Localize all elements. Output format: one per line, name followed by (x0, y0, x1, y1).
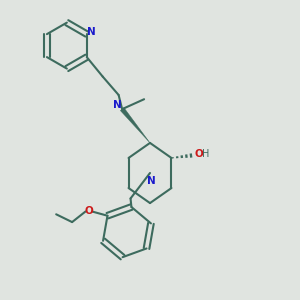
Text: N: N (113, 100, 122, 110)
Text: N: N (87, 27, 96, 37)
Text: O: O (194, 149, 203, 159)
Text: N: N (147, 176, 156, 186)
Polygon shape (120, 108, 150, 143)
Text: O: O (84, 206, 93, 216)
Text: H: H (202, 149, 209, 159)
